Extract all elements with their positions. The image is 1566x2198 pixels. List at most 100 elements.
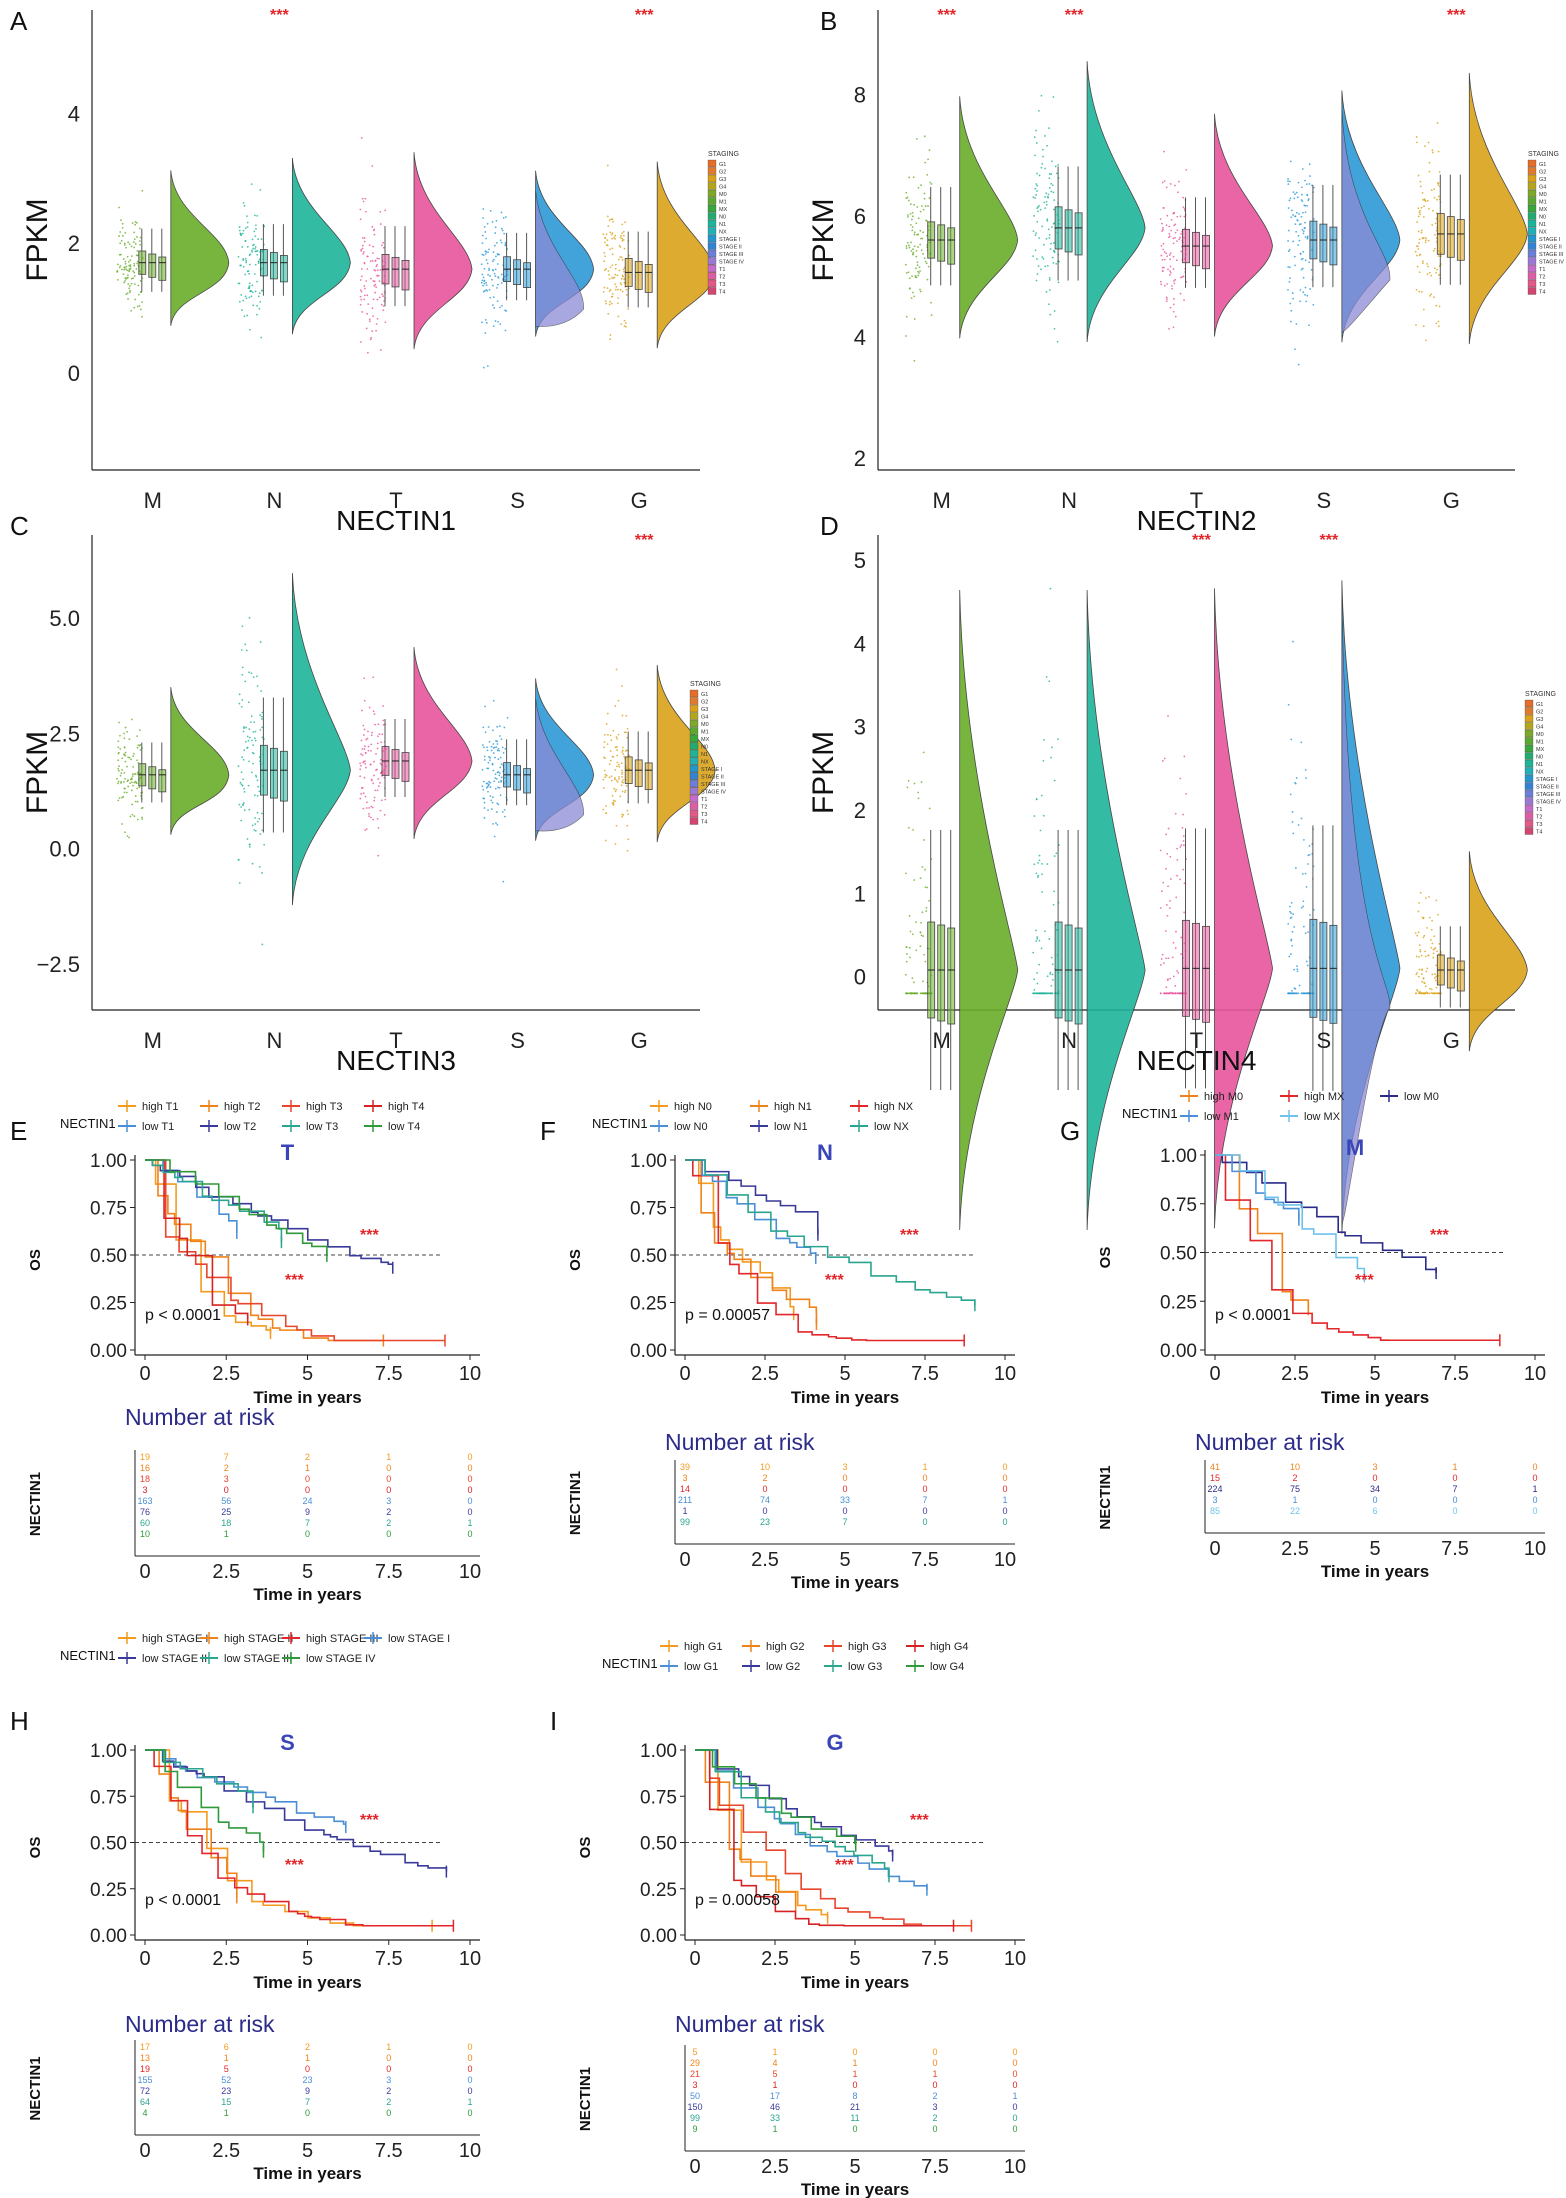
- jitter-point: [380, 303, 383, 306]
- x-tick-label-N: N: [266, 488, 282, 513]
- jitter-point: [915, 267, 917, 270]
- risk-count: 0: [224, 1485, 229, 1495]
- jitter-point: [619, 288, 622, 291]
- jitter-point: [1428, 987, 1431, 990]
- jitter-point: [1288, 180, 1291, 183]
- jitter-point: [259, 188, 262, 191]
- jitter-point: [498, 772, 501, 774]
- staging-legend-item: T1: [1539, 267, 1545, 273]
- jitter-point: [1050, 756, 1052, 759]
- jitter-point: [260, 238, 263, 240]
- jitter-point: [241, 784, 244, 787]
- jitter-point: [133, 275, 136, 277]
- jitter-point: [489, 209, 492, 212]
- jitter-point: [1177, 180, 1180, 183]
- jitter-point: [497, 320, 499, 323]
- jitter-point: [255, 250, 258, 253]
- jitter-point: [240, 294, 243, 296]
- jitter-point: [624, 750, 627, 752]
- y-tick-label: 2: [68, 231, 80, 256]
- jitter-point: [1428, 207, 1430, 210]
- jitter-point: [370, 277, 372, 280]
- jitter-point: [905, 245, 908, 247]
- jitter-point: [1040, 166, 1043, 169]
- jitter-point: [1305, 960, 1308, 963]
- jitter-point: [606, 244, 609, 247]
- km-legend-title: NECTIN1: [1122, 1106, 1178, 1121]
- jitter-point: [1171, 287, 1174, 290]
- jitter-point: [1037, 861, 1039, 864]
- jitter-point: [915, 276, 918, 279]
- jitter-point: [141, 189, 144, 192]
- x-tick-label: 2.5: [751, 1363, 779, 1385]
- jitter-point: [136, 249, 139, 252]
- jitter-point: [1417, 248, 1420, 250]
- boxplot-box: [1456, 219, 1465, 261]
- jitter-point: [1304, 293, 1306, 296]
- jitter-point: [1437, 953, 1440, 956]
- x-tick-label: 10: [459, 1363, 481, 1385]
- jitter-point: [257, 260, 260, 263]
- p-value-label: p = 0.00057: [685, 1307, 770, 1324]
- jitter-point: [124, 260, 127, 263]
- jitter-point: [500, 282, 503, 284]
- jitter-point: [1425, 339, 1427, 342]
- staging-legend-item: STAGE I: [1539, 237, 1561, 243]
- jitter-point: [1437, 150, 1440, 153]
- jitter-point: [484, 253, 487, 255]
- x-tick-label-T: T: [1190, 1028, 1203, 1053]
- jitter-point: [622, 749, 624, 752]
- jitter-point: [1290, 938, 1293, 941]
- jitter-point: [1183, 299, 1185, 302]
- jitter-point: [261, 289, 263, 292]
- jitter-point: [1173, 282, 1176, 285]
- risk-count: 56: [221, 1496, 231, 1506]
- jitter-point: [491, 221, 494, 223]
- jitter-point: [906, 214, 909, 216]
- risk-count: 1: [1012, 2091, 1017, 2101]
- jitter-point: [1307, 863, 1309, 865]
- jitter-point: [921, 237, 924, 240]
- jitter-point: [126, 730, 129, 733]
- jitter-point: [621, 773, 624, 776]
- staging-legend-swatch: [1524, 707, 1534, 715]
- jitter-point: [1161, 760, 1164, 762]
- boxplot-box: [1446, 957, 1455, 989]
- jitter-point: [922, 253, 925, 255]
- jitter-point: [127, 274, 129, 277]
- jitter-point: [1431, 149, 1434, 152]
- jitter-point: [1166, 283, 1169, 285]
- staging-legend-swatch: [1527, 219, 1537, 228]
- jitter-point: [1182, 868, 1185, 871]
- jitter-point: [1034, 249, 1037, 252]
- staging-legend-swatch: [707, 174, 717, 183]
- jitter-point: [1177, 191, 1179, 194]
- y-tick-label: 0.25: [90, 1880, 127, 1901]
- jitter-point: [363, 262, 366, 265]
- y-axis-label: FPKM: [21, 731, 54, 814]
- jitter-point: [1293, 926, 1296, 928]
- jitter-point: [130, 309, 133, 312]
- jitter-point: [1039, 829, 1042, 832]
- violin-G: [1468, 851, 1528, 1052]
- jitter-point: [258, 292, 261, 295]
- jitter-point: [118, 721, 120, 724]
- jitter-point: [606, 239, 609, 241]
- jitter-point: [382, 295, 385, 298]
- jitter-point: [494, 787, 497, 790]
- jitter-point: [606, 743, 609, 746]
- jitter-point: [625, 325, 627, 328]
- jitter-point: [482, 366, 485, 369]
- jitter-point: [1171, 285, 1173, 287]
- jitter-point: [611, 794, 614, 797]
- jitter-point: [1435, 975, 1438, 978]
- jitter-point: [1428, 896, 1430, 898]
- jitter-point: [365, 327, 368, 330]
- jitter-point: [1046, 195, 1049, 198]
- jitter-point: [909, 930, 912, 933]
- jitter-point: [623, 270, 625, 273]
- jitter-point: [1294, 215, 1296, 218]
- jitter-point: [1297, 363, 1300, 366]
